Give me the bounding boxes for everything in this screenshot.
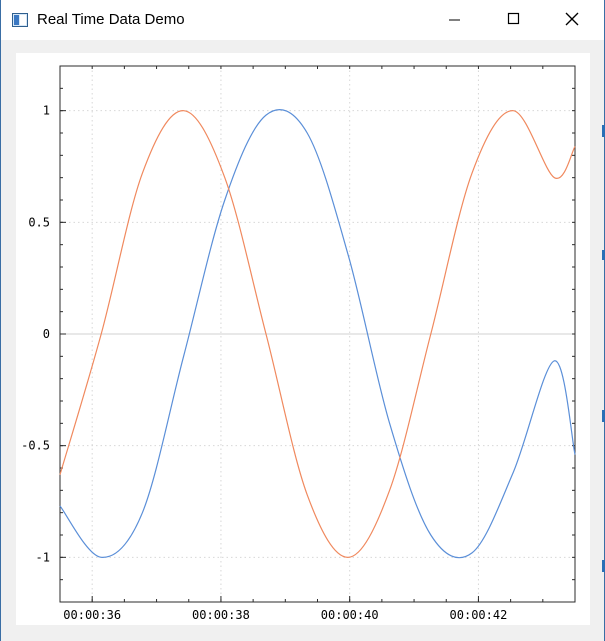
axes: 1 0.5 0 -0.5 -1 00:00:36 00:00:38 00:00:40 00:00… — [21, 65, 576, 622]
title-bar[interactable]: Real Time Data Demo — [1, 0, 604, 40]
line-chart: 1 0.5 0 -0.5 -1 00:00:36 00:00:38 00:00:40 00:00… — [21, 65, 576, 622]
window-edge-accent — [602, 125, 605, 137]
app-window-icon — [12, 12, 28, 27]
y-tick-label: -0.5 — [21, 439, 50, 453]
x-tick-label: 00:00:36 — [63, 608, 121, 622]
y-tick-label: 0.5 — [28, 215, 50, 229]
window-edge-accent — [602, 560, 605, 572]
window-edge-accent — [602, 410, 605, 422]
minimize-button[interactable] — [426, 0, 484, 40]
x-tick-label: 00:00:40 — [321, 608, 379, 622]
series-line-2 — [59, 110, 576, 558]
chart-panel: 1 0.5 0 -0.5 -1 00:00:36 00:00:38 00:00:40 00:00… — [16, 53, 590, 625]
plot-frame — [59, 65, 576, 603]
y-tick-label: 1 — [43, 104, 50, 118]
x-tick-label: 00:00:42 — [450, 608, 508, 622]
maximize-icon — [507, 11, 521, 30]
grid-lines — [60, 66, 575, 602]
x-tick-label: 00:00:38 — [192, 608, 250, 622]
maximize-button[interactable] — [485, 0, 543, 40]
minimize-icon — [449, 11, 461, 30]
y-tick-label: -1 — [36, 550, 50, 564]
close-button[interactable] — [543, 0, 601, 40]
series-line-1 — [59, 109, 576, 559]
window-title: Real Time Data Demo — [37, 11, 185, 28]
y-tick-label: 0 — [43, 327, 50, 341]
window-edge-accent — [602, 250, 605, 260]
series-lines — [59, 109, 576, 559]
close-icon — [565, 11, 579, 30]
